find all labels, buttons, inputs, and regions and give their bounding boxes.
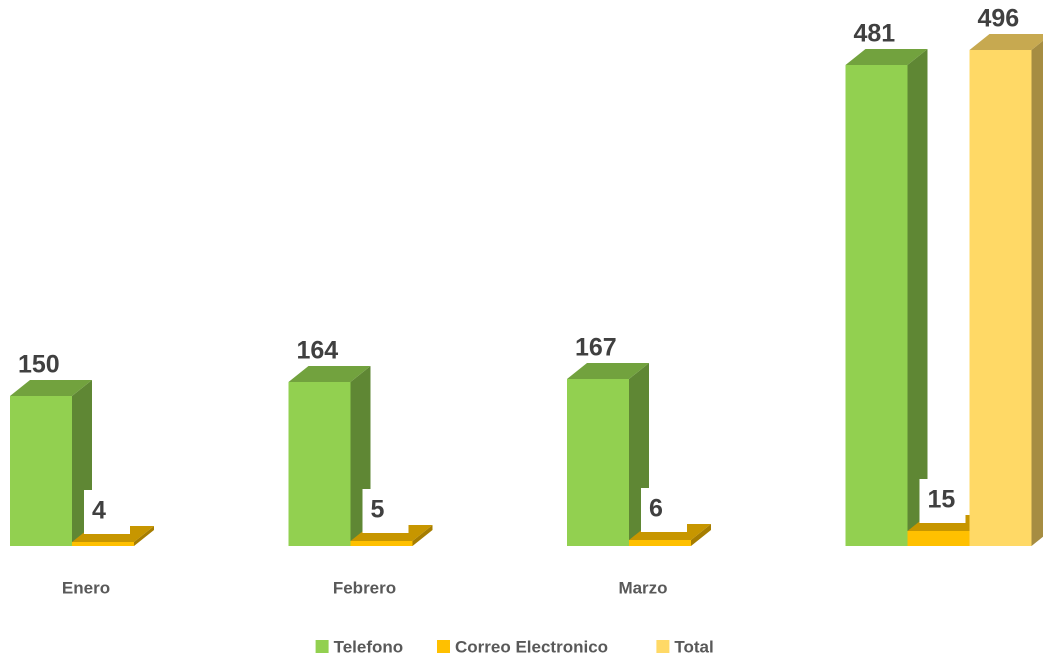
value-label: 4: [92, 497, 106, 525]
bar-top: [567, 363, 649, 379]
value-label: 5: [371, 496, 385, 524]
bar: [567, 379, 629, 546]
value-label: 481: [854, 20, 896, 48]
value-label: 167: [575, 334, 617, 362]
value-label-box: [919, 479, 966, 523]
bar-top: [969, 34, 1043, 50]
x-tick-label: Febrero: [333, 578, 396, 597]
x-tick-label: Enero: [62, 578, 110, 597]
value-label-box: [362, 489, 409, 533]
bar-side: [691, 524, 711, 546]
value-label: 164: [297, 337, 339, 365]
bar-side: [412, 525, 433, 546]
value-label: 496: [978, 5, 1020, 33]
value-label: 15: [928, 486, 956, 514]
legend-label: Total: [674, 637, 713, 656]
x-tick-label: Marzo: [618, 578, 667, 597]
bar: [629, 540, 691, 546]
bar: [907, 531, 970, 546]
bar: [350, 541, 413, 546]
value-label: 6: [649, 495, 663, 523]
legend-label: Telefono: [334, 637, 404, 656]
value-label: 150: [18, 351, 60, 379]
value-label-box: [84, 490, 130, 534]
bar-side: [907, 49, 928, 546]
bar: [845, 65, 908, 546]
bar-side: [1031, 40, 1043, 546]
bar-top: [10, 380, 92, 396]
legend-swatch: [656, 640, 670, 653]
bar: [288, 382, 351, 546]
legend-swatch: [315, 640, 329, 653]
bar: [10, 396, 72, 546]
value-label-box: [641, 488, 687, 532]
bar: [969, 50, 1032, 546]
legend-label: Correo Electronico: [455, 637, 608, 656]
bar-top: [845, 49, 928, 65]
bar: [72, 542, 134, 546]
bar-top: [288, 366, 371, 382]
legend-swatch: [437, 640, 450, 653]
bar-side: [134, 526, 154, 546]
